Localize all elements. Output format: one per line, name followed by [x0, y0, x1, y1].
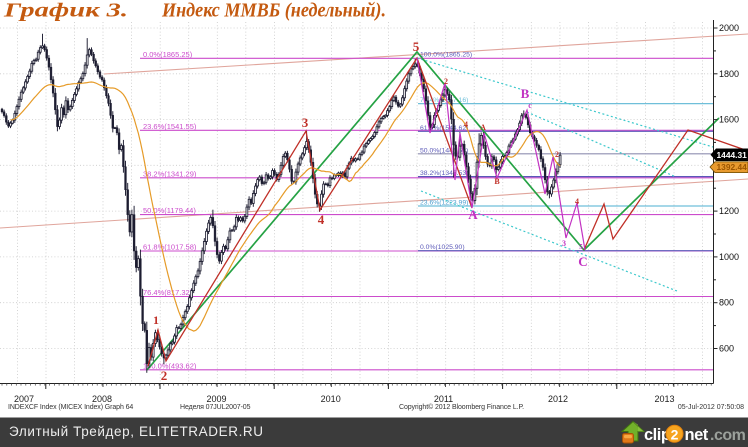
svg-text:50.0%(1445.58): 50.0%(1445.58) — [420, 147, 468, 154]
svg-text:1444.31: 1444.31 — [717, 150, 748, 160]
svg-text:.com: .com — [710, 427, 746, 444]
svg-text:2: 2 — [161, 368, 168, 383]
svg-text:3: 3 — [562, 239, 566, 248]
svg-text:0.0%(1025.90): 0.0%(1025.90) — [420, 244, 465, 251]
svg-text:50.0%(1179.44): 50.0%(1179.44) — [143, 206, 196, 215]
svg-text:2011: 2011 — [434, 394, 453, 404]
svg-text:2: 2 — [671, 426, 679, 442]
svg-text:2009: 2009 — [206, 394, 226, 404]
svg-text:2: 2 — [444, 77, 448, 86]
svg-text:61.8%(1017.58): 61.8%(1017.58) — [143, 243, 197, 252]
svg-text:1392.44: 1392.44 — [717, 162, 748, 172]
svg-text:4: 4 — [464, 120, 468, 129]
svg-text:C: C — [578, 254, 587, 269]
svg-text:Индекс ММВБ (недельный).: Индекс ММВБ (недельный). — [161, 1, 386, 22]
svg-text:05-Jul-2012 07:50:08: 05-Jul-2012 07:50:08 — [678, 404, 744, 411]
svg-text:1200: 1200 — [719, 206, 739, 216]
svg-text:38.2%(1341.29): 38.2%(1341.29) — [143, 169, 197, 178]
svg-text:2: 2 — [555, 150, 559, 159]
svg-text:2013: 2013 — [654, 394, 674, 404]
svg-text:График 3.: График 3. — [3, 1, 128, 22]
svg-text:4: 4 — [318, 212, 325, 227]
svg-text:600: 600 — [719, 344, 734, 354]
svg-text:23.6%(1541.55): 23.6%(1541.55) — [143, 122, 197, 131]
svg-text:5: 5 — [579, 243, 583, 251]
svg-text:Неделя 07JUL2007-05: Неделя 07JUL2007-05 — [180, 404, 251, 411]
svg-text:B: B — [494, 177, 500, 186]
svg-text:38.2%(1346.53): 38.2%(1346.53) — [420, 170, 468, 177]
svg-text:100.0%(493.62): 100.0%(493.62) — [143, 361, 197, 370]
svg-text:1000: 1000 — [719, 252, 739, 262]
svg-text:4: 4 — [575, 197, 579, 206]
svg-text:800: 800 — [719, 298, 734, 308]
svg-text:B: B — [521, 86, 530, 101]
svg-text:2007: 2007 — [14, 394, 34, 404]
svg-text:A: A — [480, 123, 486, 132]
svg-text:INDEXCF Index (MICEX Index) Gr: INDEXCF Index (MICEX Index) Graph 64 — [8, 404, 133, 411]
svg-text:3: 3 — [302, 115, 309, 130]
svg-text:2008: 2008 — [92, 394, 112, 404]
svg-text:5: 5 — [413, 39, 420, 54]
svg-text:100.0%(1865.25): 100.0%(1865.25) — [420, 52, 472, 59]
svg-text:61.8%(1544.62): 61.8%(1544.62) — [420, 125, 468, 132]
svg-text:2010: 2010 — [321, 394, 341, 404]
svg-text:0.0%(1865.25): 0.0%(1865.25) — [143, 50, 193, 59]
svg-text:1600: 1600 — [719, 115, 739, 125]
svg-text:1800: 1800 — [719, 69, 739, 79]
svg-text:1: 1 — [153, 313, 159, 327]
svg-text:Copyright© 2012 Bloomberg Fina: Copyright© 2012 Bloomberg Finance L.P. — [399, 403, 524, 411]
svg-text:76.4%(1667.16): 76.4%(1667.16) — [420, 97, 468, 104]
svg-text:2012: 2012 — [548, 394, 568, 404]
svg-text:Элитный Трейдер, ELITETRADER.R: Элитный Трейдер, ELITETRADER.RU — [9, 424, 264, 439]
svg-text:net: net — [685, 426, 709, 444]
svg-text:23.6%(1223.99): 23.6%(1223.99) — [420, 200, 468, 207]
svg-text:2000: 2000 — [719, 23, 739, 33]
svg-text:76.4%(817.32): 76.4%(817.32) — [143, 288, 193, 297]
svg-text:c: c — [528, 101, 532, 110]
svg-text:clip: clip — [644, 426, 671, 444]
svg-text:A: A — [468, 207, 478, 222]
